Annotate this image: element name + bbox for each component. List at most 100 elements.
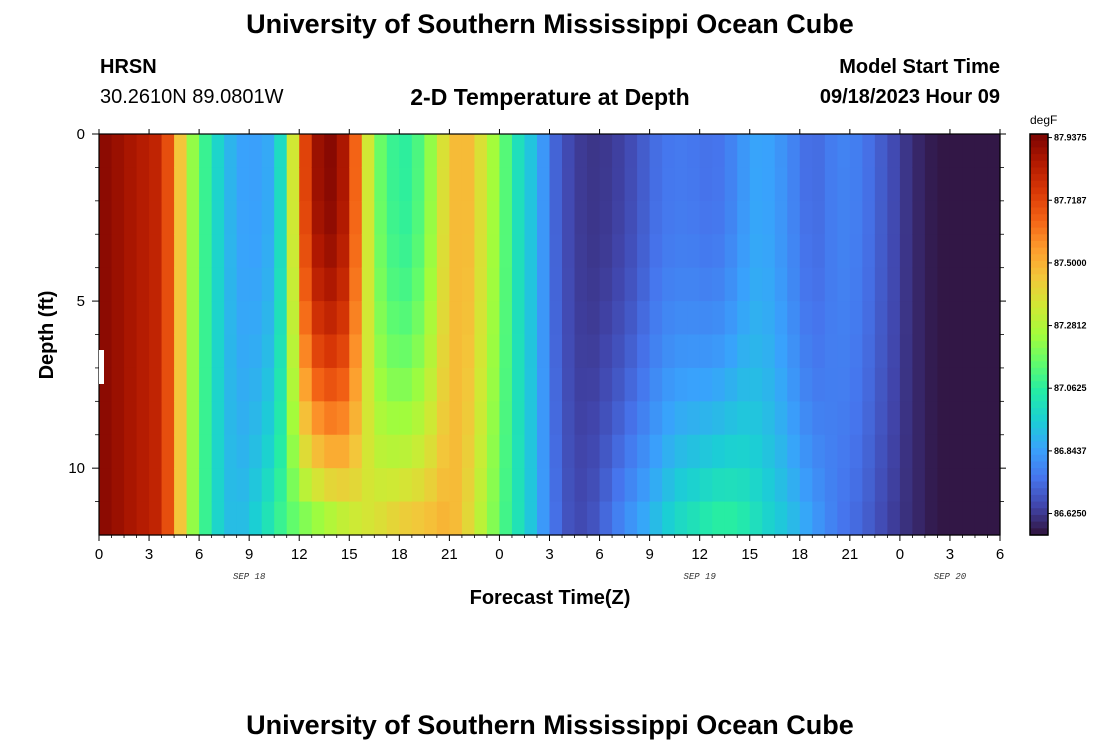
heatmap-cell — [562, 301, 576, 336]
heatmap-cell — [762, 167, 776, 202]
colorbar-swatch — [1030, 414, 1048, 422]
heatmap-cell — [924, 334, 939, 369]
heatmap-cell — [524, 434, 538, 469]
heatmap-cell — [161, 167, 175, 202]
heatmap-cell — [461, 134, 476, 169]
heatmap-cell — [599, 301, 613, 336]
heatmap-cell — [799, 501, 813, 536]
heatmap-cell — [261, 334, 275, 369]
heatmap-cell — [224, 167, 238, 202]
heatmap-cell — [111, 134, 125, 169]
heatmap-cell — [912, 167, 926, 202]
heatmap-cell — [837, 301, 851, 336]
heatmap-cell — [612, 334, 626, 369]
heatmap-cell — [737, 301, 751, 336]
heatmap-cell — [937, 167, 951, 202]
heatmap-cell — [824, 167, 838, 202]
heatmap-cell — [987, 301, 1001, 336]
heatmap-cell — [136, 167, 150, 202]
heatmap-cell — [224, 367, 238, 402]
colorbar-swatch — [1030, 227, 1048, 235]
heatmap-cell — [562, 468, 576, 503]
colorbar-swatch — [1030, 468, 1048, 476]
heatmap-cell — [286, 434, 300, 469]
heatmap-cell — [624, 301, 638, 336]
heatmap-cell — [199, 434, 213, 469]
heatmap-cell — [236, 301, 250, 336]
station-name: HRSN — [100, 56, 157, 78]
heatmap-cell — [562, 234, 576, 269]
heatmap-cell — [987, 200, 1001, 235]
heatmap-cell — [637, 401, 651, 436]
heatmap-cell — [99, 134, 113, 169]
heatmap-cell — [274, 367, 288, 402]
heatmap-cell — [737, 468, 751, 503]
heatmap-cell — [624, 267, 638, 302]
heatmap-cell — [724, 501, 738, 536]
heatmap-cell — [837, 234, 851, 269]
heatmap-cell — [774, 334, 788, 369]
date-labels: SEP 18 SEP 19 SEP 20 — [233, 572, 967, 582]
heatmap-cell — [461, 301, 476, 336]
heatmap-cell — [662, 367, 676, 402]
heatmap-cell — [987, 234, 1001, 269]
heatmap-cell — [587, 301, 601, 336]
heatmap-cell — [762, 367, 776, 402]
heatmap-cell — [987, 468, 1001, 503]
heatmap-cell — [349, 267, 363, 302]
heatmap-cell — [161, 367, 175, 402]
heatmap-cell — [699, 401, 713, 436]
heatmap-cell — [211, 301, 225, 336]
heatmap-cell — [687, 501, 701, 536]
heatmap-cell — [486, 367, 501, 402]
heatmap-cell — [837, 468, 851, 503]
heatmap-cell — [386, 367, 400, 402]
heatmap-cell — [461, 267, 476, 302]
heatmap-cell — [149, 501, 163, 536]
heatmap-cell — [336, 501, 350, 536]
heatmap-cell — [174, 301, 188, 336]
heatmap-cell — [336, 200, 350, 235]
heatmap-cell — [774, 200, 788, 235]
heatmap-cell — [499, 134, 513, 169]
heatmap-cell — [649, 501, 663, 536]
heatmap-cell — [524, 267, 538, 302]
heatmap-cell — [461, 468, 476, 503]
heatmap-cell — [149, 200, 163, 235]
x-tick-label: 9 — [645, 546, 653, 563]
heatmap-cell — [774, 134, 788, 169]
heatmap-cell — [962, 134, 976, 169]
heatmap-cell — [261, 468, 275, 503]
heatmap-cell — [874, 334, 888, 369]
heatmap-cell — [536, 367, 551, 402]
heatmap-cell — [386, 167, 400, 202]
heatmap-cell — [211, 134, 225, 169]
heatmap-cell — [124, 234, 138, 269]
heatmap-cell — [862, 434, 876, 469]
heatmap-cell — [899, 234, 913, 269]
heatmap-cell — [949, 167, 964, 202]
heatmap-cell — [186, 267, 200, 302]
heatmap-cell — [849, 434, 863, 469]
heatmap-cell — [174, 367, 188, 402]
heatmap-cell — [949, 134, 964, 169]
heatmap-cell — [311, 200, 325, 235]
heatmap-cell — [687, 334, 701, 369]
heatmap-cell — [274, 267, 288, 302]
heatmap-cell — [712, 301, 726, 336]
heatmap-cell — [486, 334, 501, 369]
heatmap-cell — [536, 434, 551, 469]
heatmap-cell — [549, 468, 563, 503]
heatmap-cell — [386, 468, 400, 503]
heatmap-cell — [374, 367, 388, 402]
heatmap-cell — [924, 401, 939, 436]
heatmap-cell — [574, 301, 588, 336]
colorbar-swatch — [1030, 488, 1048, 496]
colorbar-legend: 87.9375 87.7187 87.5000 87.2812 87.0625 86.84… — [1029, 133, 1087, 536]
heatmap-cell — [837, 501, 851, 536]
heatmap-cell — [386, 434, 400, 469]
heatmap-cell — [249, 301, 263, 336]
heatmap-cell — [286, 367, 300, 402]
heatmap-cell — [912, 200, 926, 235]
heatmap-cell — [787, 401, 801, 436]
